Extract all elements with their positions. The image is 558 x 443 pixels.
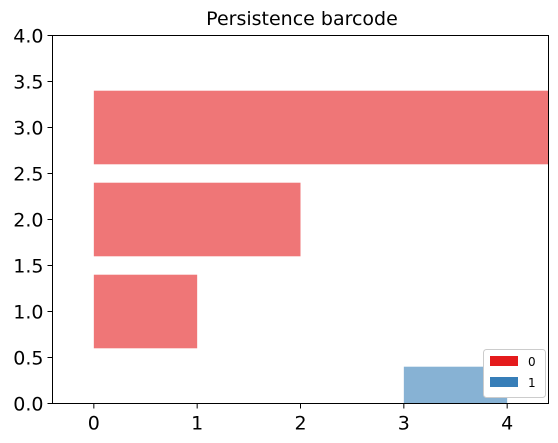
y-tick-label: 3.0 — [13, 118, 43, 140]
y-tick-label: 4.0 — [13, 26, 43, 48]
x-tick-label: 4 — [501, 413, 513, 435]
legend: 0 1 — [483, 349, 546, 398]
legend-label-1: 1 — [528, 376, 536, 390]
y-tick-label: 1.5 — [13, 256, 43, 278]
y-tick-label: 3.5 — [13, 72, 43, 94]
x-tick-label: 2 — [294, 413, 306, 435]
x-axis: 0 1 2 3 4 — [88, 403, 513, 435]
x-tick-label: 0 — [88, 413, 100, 435]
y-tick-label: 1.0 — [13, 302, 43, 324]
bar-series-0-0 — [93, 274, 198, 349]
chart-title: Persistence barcode — [206, 8, 398, 30]
legend-swatch-0 — [490, 356, 518, 366]
y-tick-label: 0.0 — [13, 394, 43, 416]
x-tick-label: 1 — [191, 413, 203, 435]
bars-layer — [93, 90, 549, 404]
x-tick-label: 3 — [398, 413, 410, 435]
y-tick-label: 2.0 — [13, 210, 43, 232]
bar-series-0-2 — [93, 90, 549, 165]
legend-swatch-1 — [490, 377, 518, 387]
bar-series-0-1 — [93, 182, 301, 257]
y-tick-label: 0.5 — [13, 348, 43, 370]
legend-label-0: 0 — [528, 355, 536, 369]
y-tick-label: 2.5 — [13, 164, 43, 186]
y-axis: 0.0 0.5 1.0 1.5 2.0 2.5 3.0 3.5 4.0 — [13, 26, 53, 416]
